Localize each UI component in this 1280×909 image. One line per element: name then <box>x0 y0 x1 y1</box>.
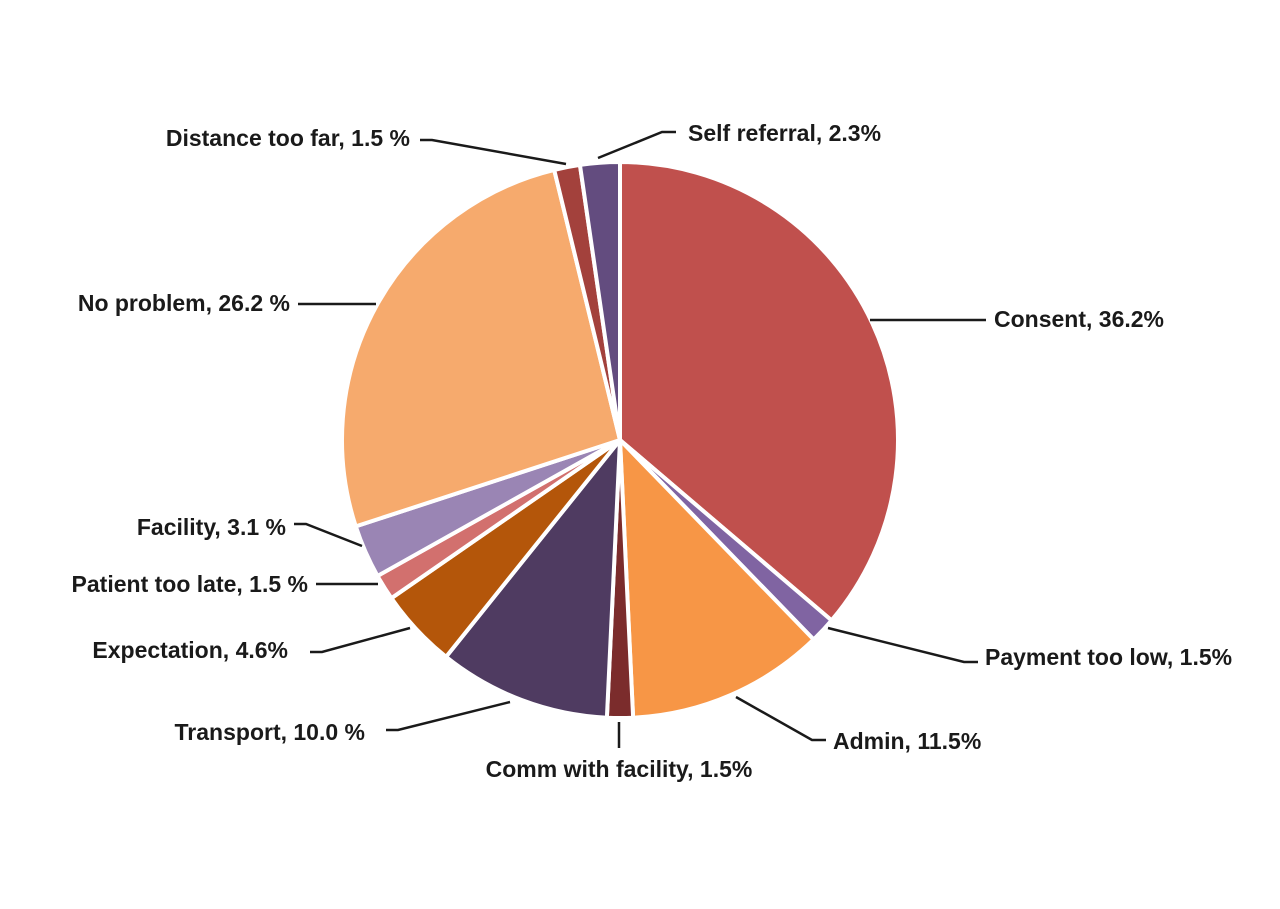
leader-line-facility <box>294 522 363 548</box>
pie-slice-admin <box>618 438 816 720</box>
slice-label-distance-too-far: Distance too far, 1.5 % <box>166 125 410 151</box>
leader-line-distance-too-far <box>420 138 567 166</box>
slice-label-payment-too-low: Payment too low, 1.5% <box>985 644 1232 670</box>
slice-label-facility: Facility, 3.1 % <box>137 514 286 540</box>
slice-label-transport: Transport, 10.0 % <box>175 719 365 745</box>
slice-label-admin: Admin, 11.5% <box>833 728 981 754</box>
slice-label-comm-with-facility: Comm with facility, 1.5% <box>486 756 753 782</box>
slice-label-self-referral: Self referral, 2.3% <box>688 120 881 146</box>
slice-label-expectation: Expectation, 4.6% <box>92 637 288 663</box>
leader-line-transport <box>386 700 511 732</box>
pie-slice-no-problem <box>340 167 622 529</box>
slice-label-patient-too-late: Patient too late, 1.5 % <box>72 571 308 597</box>
slice-label-consent: Consent, 36.2% <box>994 306 1164 332</box>
leader-line-payment-too-low <box>827 626 978 664</box>
pie-slice-transport <box>444 438 622 720</box>
leader-line-self-referral <box>597 130 676 160</box>
leader-line-expectation <box>310 626 411 654</box>
pie-slice-self-referral <box>577 159 622 442</box>
leader-line-admin <box>735 695 826 742</box>
slice-label-no-problem: No problem, 26.2 % <box>78 290 290 316</box>
slice-labels: Consent, 36.2% Payment too low, 1.5% Admin… <box>72 120 1233 782</box>
pie-slice-consent <box>618 160 900 623</box>
pie-slices <box>340 159 900 720</box>
leader-lines <box>294 130 986 748</box>
